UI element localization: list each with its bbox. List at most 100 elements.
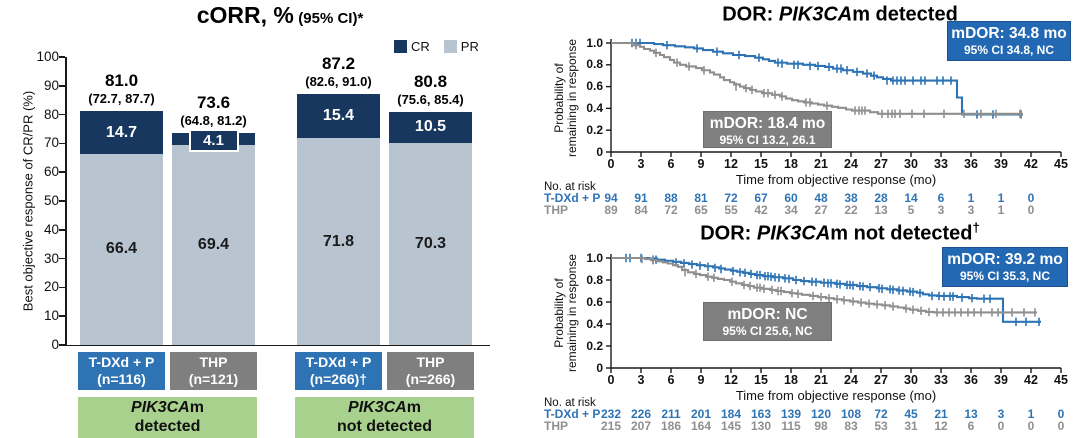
group-label-gene: PIK3CA (131, 399, 190, 416)
risk-count: 130 (750, 419, 772, 433)
risk-row-name: T-DXd + P (544, 191, 601, 205)
bar-ci-label: (72.7, 87.7) (88, 91, 155, 107)
risk-count: 0 (1057, 407, 1065, 421)
x-tick-label: 15 (754, 157, 768, 171)
risk-count: 88 (664, 191, 678, 205)
bar-pr-label: 66.4 (105, 240, 138, 258)
risk-count: 120 (810, 407, 832, 421)
risk-count: 27 (814, 203, 828, 217)
x-tick-label: 0 (607, 373, 615, 387)
risk-count: 1 (967, 191, 975, 205)
group-label: PIK3CAm detected (78, 397, 257, 438)
risk-count: 48 (814, 191, 828, 205)
bar-ci-label: (75.6, 85.4) (397, 92, 464, 108)
km-curve-thp (611, 41, 1023, 115)
risk-count: 1 (1027, 407, 1035, 421)
title-post: m not detected (830, 222, 973, 245)
group-label-gene: PIK3CA (348, 399, 407, 416)
chart-title: DOR: PIK3CAm detected (570, 1, 1080, 27)
title-pre: DOR: (700, 222, 757, 245)
risk-count: 72 (664, 203, 678, 217)
risk-count: 84 (634, 203, 648, 217)
dor-km-charts: DOR: PIK3CAm detected 0 0.2 0.4 0.6 0.8 1.0 0 3… (540, 0, 1080, 438)
risk-count: 232 (600, 407, 622, 421)
bar-cr-label: 15.4 (322, 107, 355, 125)
risk-count: 45 (904, 407, 918, 421)
plot-area: 0 10 20 30 40 50 60 70 80 90 100 81.0 (72.7, 87.7) 14… (36, 49, 490, 438)
risk-count: 28 (874, 191, 888, 205)
chart-title-note: (95% CI)* (298, 10, 364, 27)
mdor-annotation-box: mDOR: 34.8 mo 95% CI 34.8, NC (947, 21, 1071, 61)
y-tick-mark (59, 85, 65, 87)
risk-count: 3 (937, 203, 945, 217)
y-tick-mark (59, 344, 65, 346)
y-tick-label: 0.2 (586, 338, 603, 353)
km-plot-svg (606, 38, 1062, 157)
km-curve-t-dxd-p (611, 41, 1023, 116)
bar-ci-label: (64.8, 81.2) (180, 113, 247, 129)
chart-title: cORR, % (95% CI)* (60, 2, 500, 29)
risk-count: 207 (630, 419, 652, 433)
x-tick-label: 15 (754, 373, 768, 387)
mdor-ci: 95% CI 34.8, NC (963, 43, 1055, 57)
risk-count: 34 (784, 203, 798, 217)
mdor-value: mDOR: 39.2 mo (947, 251, 1063, 268)
legend-swatch-pr (443, 40, 457, 53)
risk-count: 81 (694, 191, 708, 205)
x-tick-label: 24 (844, 373, 858, 387)
bar-segment-pr (80, 153, 163, 345)
risk-count: 6 (937, 191, 945, 205)
x-tick-label: 9 (697, 373, 705, 387)
risk-count: 5 (907, 203, 915, 217)
title-gene: PIK3CA (778, 3, 853, 26)
x-tick-label: 12 (724, 157, 738, 171)
risk-count: 98 (814, 419, 828, 433)
risk-count: 108 (840, 407, 862, 421)
bar-total-label: 80.8 (413, 72, 448, 92)
title-gene: PIK3CA (756, 222, 831, 245)
bar-cr-label: 14.7 (105, 123, 138, 141)
km-curve-thp (611, 256, 1037, 314)
bar-arm-label: THP (n=266) (387, 352, 474, 390)
x-axis-label: Time from objective response (mo) (735, 172, 937, 187)
bar-cr-badge: 4.1 (188, 129, 239, 153)
x-tick-label: 3 (637, 157, 645, 171)
risk-count: 164 (690, 419, 712, 433)
bar-segment-cr (389, 112, 472, 143)
legend-swatch-cr (394, 40, 407, 53)
risk-count: 115 (781, 419, 801, 433)
title-dagger: † (972, 220, 980, 235)
y-tick-label: 0.8 (586, 272, 603, 287)
risk-count: 60 (784, 191, 798, 205)
legend-item: CR (394, 39, 430, 54)
bar-segment-pr (172, 145, 255, 345)
risk-count: 65 (694, 203, 708, 217)
y-tick-mark (59, 142, 65, 145)
y-tick-label: 60 (43, 164, 59, 180)
y-axis-label: Probability of remaining in response (552, 253, 579, 373)
y-tick-label: 0.6 (586, 294, 603, 309)
mdor-ci: 95% CI 35.3, NC (959, 269, 1051, 283)
bar-ci-label: (82.6, 91.0) (305, 73, 372, 89)
risk-count: 0 (1027, 419, 1035, 433)
x-tick-label: 45 (1054, 373, 1068, 387)
km-censor-ticks-thp (641, 254, 1036, 317)
title-pre: DOR: (722, 3, 779, 26)
risk-count: 3 (997, 407, 1005, 421)
chart-title: DOR: PIK3CAm not detected† (570, 220, 1080, 246)
y-tick-label: 0.6 (586, 79, 603, 94)
chart-title-main: cORR, % (196, 2, 294, 28)
y-tick-mark (59, 171, 65, 173)
bar-arm-label: T-DXd + P (n=266)† (295, 352, 382, 390)
y-tick-label: 100 (36, 49, 59, 64)
y-tick-mark (59, 229, 65, 231)
risk-count: 1 (997, 191, 1005, 205)
x-tick-label: 45 (1054, 157, 1068, 171)
mdor-ci: 95% CI 25.6, NC (722, 324, 813, 338)
km-chart-pik3cam-detected: DOR: PIK3CAm detected 0 0.2 0.4 0.6 0.8 1.0 0 3… (540, 0, 1080, 219)
bar-total-label: 81.0 (104, 71, 139, 91)
x-tick-label: 36 (964, 157, 978, 171)
risk-count: 145 (720, 419, 742, 433)
risk-count: 0 (1027, 203, 1035, 217)
